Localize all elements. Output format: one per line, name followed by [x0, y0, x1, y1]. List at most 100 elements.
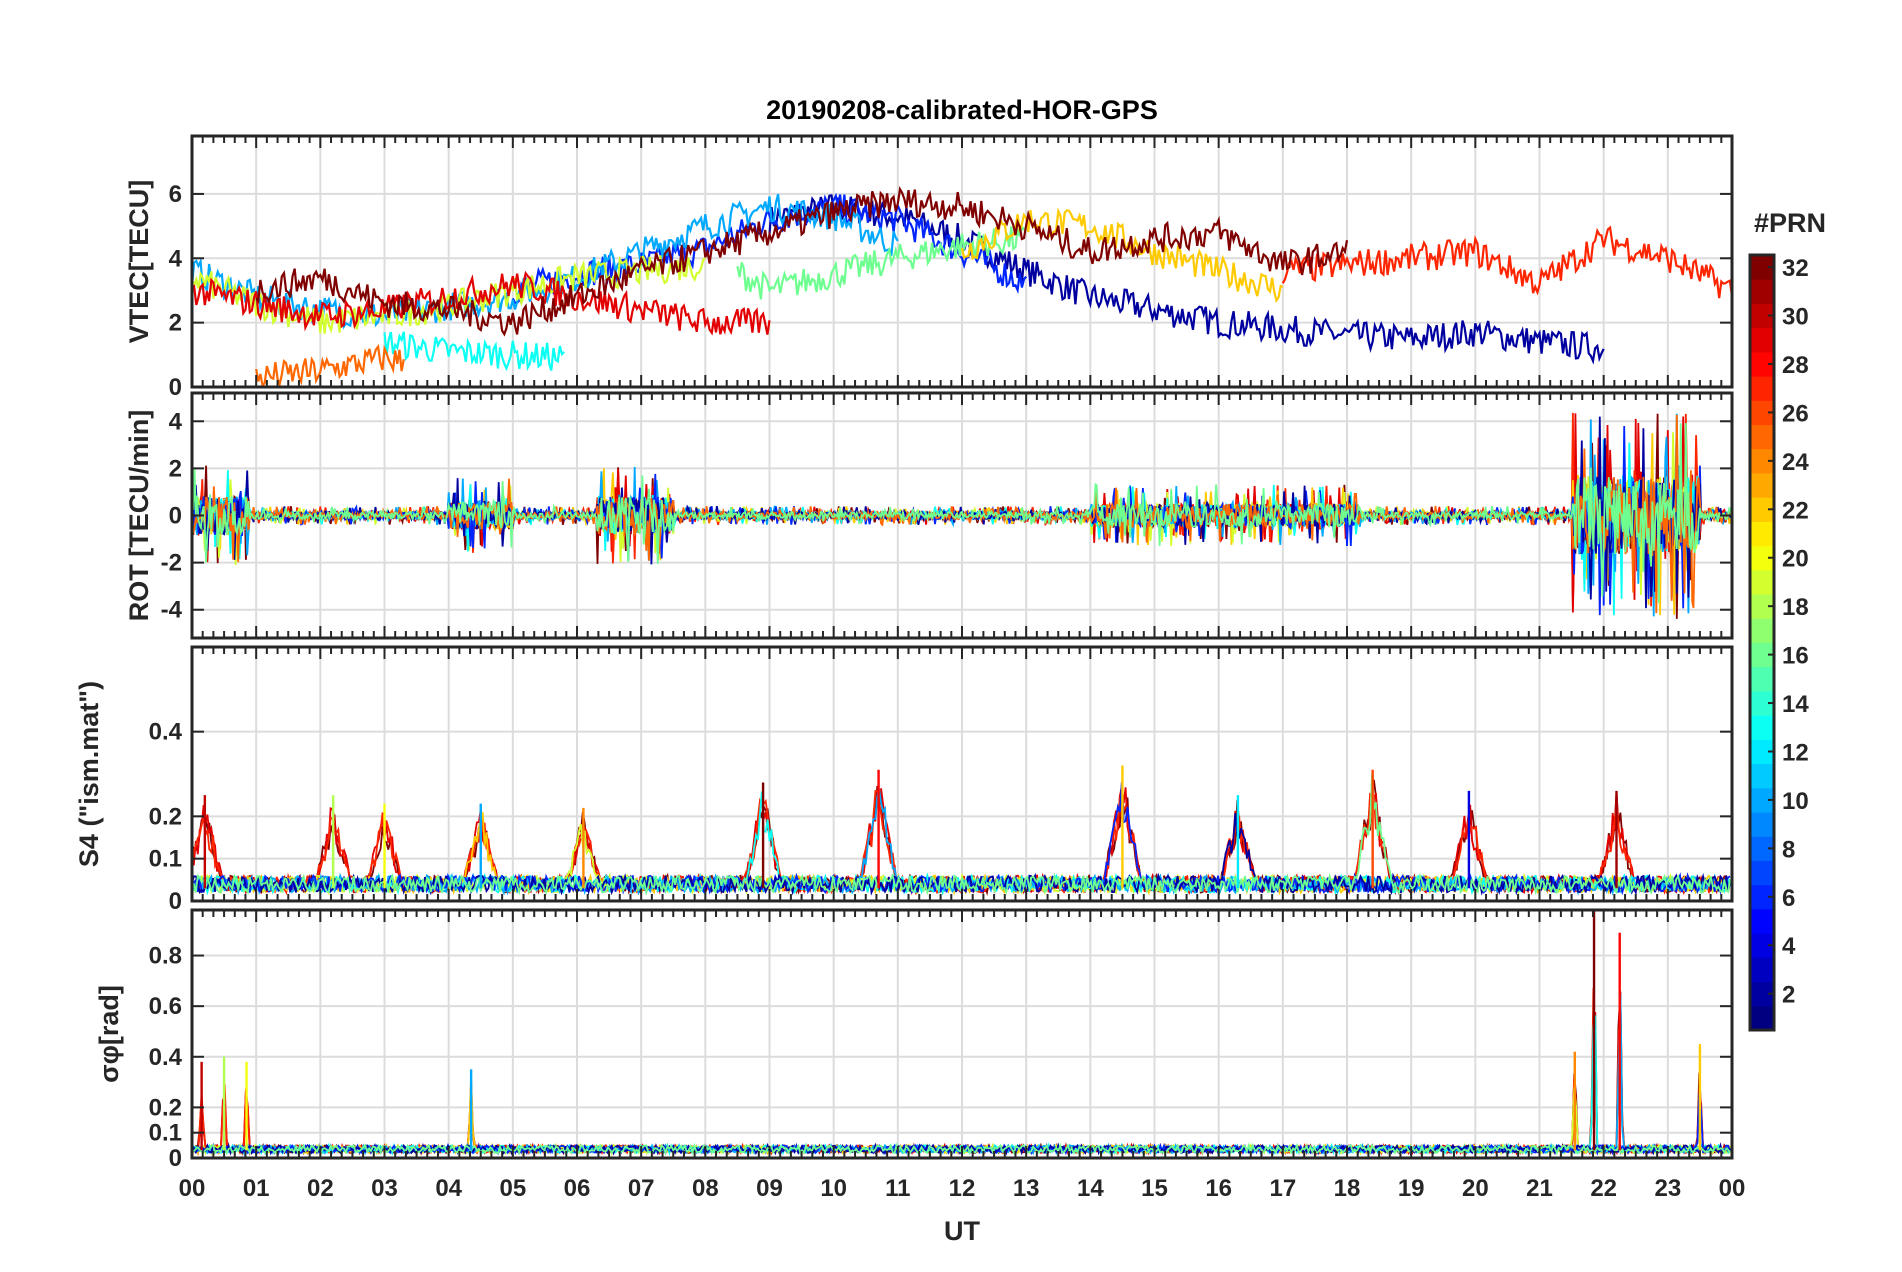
x-tick-label: 22 [1590, 1175, 1617, 1202]
colorbar-tick-label: 28 [1782, 352, 1809, 379]
colorbar-tick-label: 8 [1782, 836, 1795, 863]
colorbar-tick-label: 32 [1782, 255, 1809, 282]
y-axis-label: S4 ("ism.mat") [74, 681, 104, 867]
x-tick-label: 04 [435, 1175, 462, 1202]
colorbar-tick-label: 20 [1782, 546, 1809, 573]
series-line-prn-13 [383, 331, 565, 372]
y-tick-label: 0.4 [149, 1044, 183, 1071]
y-tick-label: 0 [169, 888, 182, 915]
x-tick-label: 00 [179, 1175, 206, 1202]
y-tick-label: 0.8 [149, 943, 182, 970]
figure-title: 20190208-calibrated-HOR-GPS [766, 95, 1158, 125]
x-tick-label: 07 [628, 1175, 655, 1202]
x-axis: 00 01 02 03 04 05 06 07 08 09 10 11 12 13 14 15 16 17 18 19… [179, 1175, 1746, 1202]
colorbar-tick-label: 14 [1782, 691, 1809, 718]
x-tick-label: 20 [1462, 1175, 1489, 1202]
x-tick-label: 03 [371, 1175, 398, 1202]
y-tick-label: 0 [169, 1145, 182, 1172]
colorbar-segment [1750, 715, 1774, 740]
colorbar-tick-label: 16 [1782, 643, 1809, 670]
rot-line-prn-16 [192, 423, 1732, 604]
colorbar-segment [1750, 569, 1774, 595]
y-tick-label: 2 [169, 455, 182, 482]
colorbar-segment [1750, 860, 1774, 886]
panel-3: 0 0.1 0.2 0.4 S4 ("ism.mat") [74, 645, 1734, 915]
colorbar-segment [1750, 666, 1774, 692]
series-line-prn-22 [960, 207, 1284, 304]
colorbar-segment [1750, 521, 1774, 547]
panel-1: 0 2 4 6 VTEC[TECU] [124, 134, 1734, 401]
y-axis-label: ROT [TECU/min] [124, 410, 154, 621]
x-tick-label: 15 [1141, 1175, 1168, 1202]
y-tick-label: 0 [169, 503, 182, 530]
x-tick-label: 06 [564, 1175, 591, 1202]
colorbar-tick-label: 2 [1782, 982, 1795, 1009]
colorbar-segment [1750, 812, 1774, 837]
y-tick-label: 0.2 [149, 1094, 182, 1121]
colorbar-tick-label: 6 [1782, 885, 1795, 912]
x-axis-label: UT [944, 1216, 980, 1246]
panel-2: -4 -2 0 2 4 ROT [TECU/min] [124, 391, 1734, 640]
colorbar-segment [1750, 472, 1774, 498]
x-tick-label: 23 [1654, 1175, 1681, 1202]
colorbar-segment [1750, 279, 1774, 304]
y-tick-label: 2 [169, 310, 182, 337]
y-tick-label: 4 [169, 245, 183, 272]
x-tick-label: 10 [820, 1175, 847, 1202]
x-tick-label: 01 [243, 1175, 270, 1202]
x-tick-label: 19 [1398, 1175, 1425, 1202]
colorbar-segment [1750, 376, 1774, 401]
x-tick-label: 13 [1013, 1175, 1040, 1202]
colorbar-frame [1748, 253, 1776, 1032]
colorbar-tick-label: 22 [1782, 497, 1809, 524]
series-line-prn-27 [1281, 225, 1732, 299]
x-tick-label: 08 [692, 1175, 719, 1202]
y-tick-label: 0.4 [149, 719, 183, 746]
colorbar-tick-label: 18 [1782, 594, 1809, 621]
x-tick-label: 09 [756, 1175, 783, 1202]
colorbar-segment [1750, 327, 1774, 353]
x-tick-label: 02 [307, 1175, 334, 1202]
series-line-prn-16 [192, 773, 1731, 896]
colorbar-segment [1750, 618, 1774, 643]
x-tick-label: 12 [949, 1175, 976, 1202]
colorbar-segment [1750, 424, 1774, 450]
x-tick-label: 00 [1719, 1175, 1746, 1202]
colorbar-tick-label: 26 [1782, 400, 1809, 427]
colorbar-segment [1750, 908, 1774, 934]
colorbar-segment [1750, 763, 1774, 789]
series-line-prn-32 [255, 185, 1349, 337]
y-axis-label: VTEC[TECU] [124, 180, 154, 344]
y-tick-label: -4 [161, 597, 183, 624]
colorbar-label: #PRN [1754, 208, 1826, 238]
y-axis-label: σφ[rad] [94, 985, 124, 1083]
x-tick-label: 21 [1526, 1175, 1553, 1202]
x-tick-label: 16 [1205, 1175, 1232, 1202]
plot-area [192, 185, 1732, 387]
x-tick-label: 14 [1077, 1175, 1104, 1202]
colorbar-segment [1750, 1005, 1774, 1031]
x-tick-label: 11 [885, 1175, 910, 1202]
y-tick-label: 0.6 [149, 993, 182, 1020]
series-line-prn-16 [736, 224, 1027, 300]
y-tick-label: 0 [169, 374, 182, 401]
y-tick-label: 6 [169, 181, 182, 208]
series-line-prn-25 [255, 343, 405, 387]
colorbar-tick-label: 12 [1782, 739, 1809, 766]
colorbar-tick-label: 4 [1782, 933, 1796, 960]
colorbar-tick-label: 30 [1782, 304, 1809, 331]
colorbar-segment [1750, 957, 1774, 983]
y-tick-label: -2 [161, 550, 182, 577]
plot-area [192, 765, 1731, 896]
y-tick-label: 0.1 [149, 846, 182, 873]
plot-area [192, 412, 1732, 619]
x-tick-label: 18 [1334, 1175, 1361, 1202]
y-tick-label: 0.2 [149, 803, 182, 830]
x-tick-label: 17 [1269, 1175, 1296, 1202]
panel-4: 00.10.2 0.4 0.6 0.8 σφ[rad] [94, 908, 1734, 1172]
y-tick-label: 0.1 [149, 1120, 182, 1147]
x-tick-label: 05 [499, 1175, 526, 1202]
